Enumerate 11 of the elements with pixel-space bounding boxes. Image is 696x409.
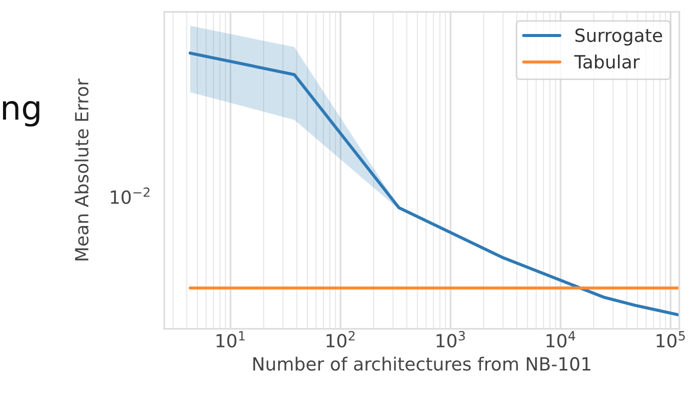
legend-label: Tabular bbox=[574, 54, 640, 69]
x-axis-title: Number of architectures from NB-101 bbox=[253, 356, 590, 371]
x-tick-label: 10$^{4}$ bbox=[546, 331, 576, 348]
x-tick-label: 10$^{2}$ bbox=[326, 330, 355, 348]
y-axis-title: Mean Absolute Error bbox=[74, 78, 89, 260]
x-tick-label: 10$^{3}$ bbox=[436, 330, 465, 348]
legend-label: Surrogate bbox=[575, 28, 662, 46]
x-tick-label: 10$^{5}$ bbox=[656, 331, 685, 348]
text: ng bbox=[3, 100, 40, 127]
text: 10$^{−2}$ bbox=[110, 187, 150, 204]
x-tick-label: 10$^{1}$ bbox=[216, 331, 245, 348]
